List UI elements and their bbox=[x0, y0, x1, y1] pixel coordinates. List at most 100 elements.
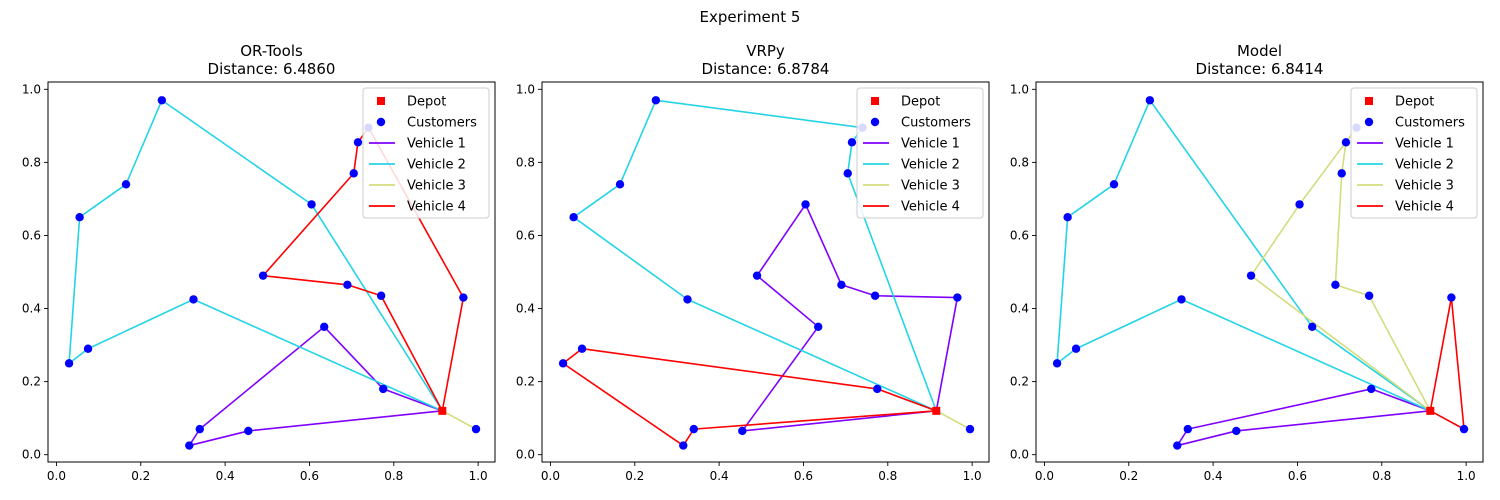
customer-point bbox=[615, 180, 625, 189]
customer-point bbox=[1341, 138, 1351, 147]
y-tick-label: 0.6 bbox=[1010, 228, 1029, 242]
customer-point bbox=[1308, 322, 1317, 332]
x-tick-label: 0.4 bbox=[216, 469, 235, 483]
y-tick-label: 1.0 bbox=[1010, 82, 1029, 96]
customer-point bbox=[801, 200, 810, 209]
customer-point bbox=[1145, 96, 1155, 105]
customer-point bbox=[353, 138, 363, 147]
x-tick-label: 1.0 bbox=[963, 469, 982, 483]
legend: Depot Customers Vehicle 1 Vehicle 2 Vehicle … bbox=[856, 87, 984, 219]
customer-point bbox=[870, 291, 880, 300]
route-line-vehicle-3 bbox=[935, 410, 971, 430]
route-line-vehicle-4 bbox=[1429, 296, 1465, 430]
customer-point bbox=[689, 424, 699, 434]
route-line-vehicle-1 bbox=[188, 326, 443, 447]
plot-area bbox=[558, 96, 975, 450]
customer-point bbox=[185, 441, 194, 450]
customer-point bbox=[814, 322, 823, 332]
customer-point bbox=[343, 280, 352, 289]
legend-vehicle-2-label: Vehicle 2 bbox=[901, 158, 960, 173]
x-tick-label: 0.6 bbox=[794, 469, 813, 483]
customer-point bbox=[577, 344, 587, 353]
legend-vehicle-4-label: Vehicle 4 bbox=[901, 200, 960, 215]
x-tick-label: 0.4 bbox=[710, 469, 729, 483]
x-tick-label: 0.8 bbox=[878, 469, 897, 483]
legend-customers-swatch bbox=[870, 117, 880, 127]
customer-point bbox=[349, 169, 358, 178]
plot-area bbox=[1052, 96, 1469, 450]
y-tick-label: 0.2 bbox=[22, 375, 41, 389]
y-tick-label: 0.8 bbox=[22, 155, 41, 169]
customer-point bbox=[459, 293, 468, 302]
customer-point bbox=[320, 322, 329, 332]
customer-point bbox=[558, 359, 568, 368]
customer-point bbox=[376, 291, 386, 300]
customer-point bbox=[683, 295, 692, 304]
customer-point bbox=[651, 96, 661, 105]
customer-point bbox=[244, 426, 253, 436]
customer-point bbox=[307, 200, 316, 209]
customer-point bbox=[1109, 180, 1119, 189]
chart-subtitle: Distance: 6.8784 bbox=[702, 60, 830, 78]
legend-vehicle-3-label: Vehicle 3 bbox=[407, 179, 466, 194]
x-tick-label: 0.2 bbox=[625, 469, 644, 483]
y-tick-label: 0.8 bbox=[516, 155, 535, 169]
legend-depot-swatch bbox=[871, 97, 879, 105]
customer-point bbox=[195, 424, 205, 434]
x-tick-label: 0.0 bbox=[47, 469, 66, 483]
legend-depot-label: Depot bbox=[901, 95, 940, 110]
customer-point bbox=[1052, 359, 1062, 368]
customer-point bbox=[679, 441, 688, 450]
customer-point bbox=[83, 344, 93, 353]
y-tick-label: 0.0 bbox=[516, 448, 535, 462]
y-tick-label: 0.2 bbox=[1010, 375, 1029, 389]
legend: Depot Customers Vehicle 1 Vehicle 2 Vehicle … bbox=[362, 87, 490, 219]
customer-point bbox=[873, 384, 882, 394]
legend-vehicle-1-label: Vehicle 1 bbox=[1395, 137, 1454, 152]
x-tick-label: 0.0 bbox=[541, 469, 560, 483]
chart-title: Model bbox=[1237, 42, 1282, 60]
customer-point bbox=[953, 293, 962, 302]
x-tick-label: 0.2 bbox=[1119, 469, 1138, 483]
legend-customers-swatch bbox=[1364, 117, 1374, 127]
customer-point bbox=[1177, 295, 1186, 304]
customer-point bbox=[1364, 291, 1374, 300]
customer-point bbox=[1071, 344, 1081, 353]
customer-point bbox=[738, 426, 747, 436]
y-tick-label: 0.4 bbox=[22, 302, 41, 316]
route-line-vehicle-4 bbox=[562, 347, 937, 447]
x-tick-label: 0.8 bbox=[1372, 469, 1391, 483]
y-tick-label: 0.6 bbox=[516, 228, 535, 242]
legend-customers-label: Customers bbox=[407, 116, 477, 131]
depot-marker bbox=[932, 406, 941, 415]
x-tick-label: 0.8 bbox=[384, 469, 403, 483]
customer-point bbox=[189, 295, 198, 304]
legend-depot-swatch bbox=[1365, 97, 1373, 105]
customer-point bbox=[1367, 384, 1376, 394]
y-tick-label: 0.4 bbox=[516, 302, 535, 316]
x-tick-label: 0.2 bbox=[131, 469, 150, 483]
customer-point bbox=[1063, 212, 1072, 222]
depot-marker bbox=[438, 406, 447, 415]
legend-depot-label: Depot bbox=[1395, 95, 1434, 110]
customer-point bbox=[1183, 424, 1193, 434]
legend-vehicle-4-label: Vehicle 4 bbox=[1395, 200, 1454, 215]
y-tick-label: 0.6 bbox=[22, 228, 41, 242]
customer-point bbox=[1331, 280, 1340, 289]
customer-point bbox=[1447, 293, 1456, 302]
customer-point bbox=[569, 212, 578, 222]
customer-point bbox=[121, 180, 131, 189]
axes-frame bbox=[1035, 81, 1484, 463]
y-tick-label: 0.4 bbox=[1010, 302, 1029, 316]
customer-point bbox=[752, 271, 762, 280]
axes-frame bbox=[47, 81, 496, 463]
legend-customers-swatch bbox=[376, 117, 386, 127]
customer-point bbox=[157, 96, 167, 105]
axes-frame bbox=[541, 81, 990, 463]
y-tick-label: 1.0 bbox=[516, 82, 535, 96]
legend-vehicle-2-label: Vehicle 2 bbox=[407, 158, 466, 173]
legend-customers-label: Customers bbox=[1395, 116, 1465, 131]
